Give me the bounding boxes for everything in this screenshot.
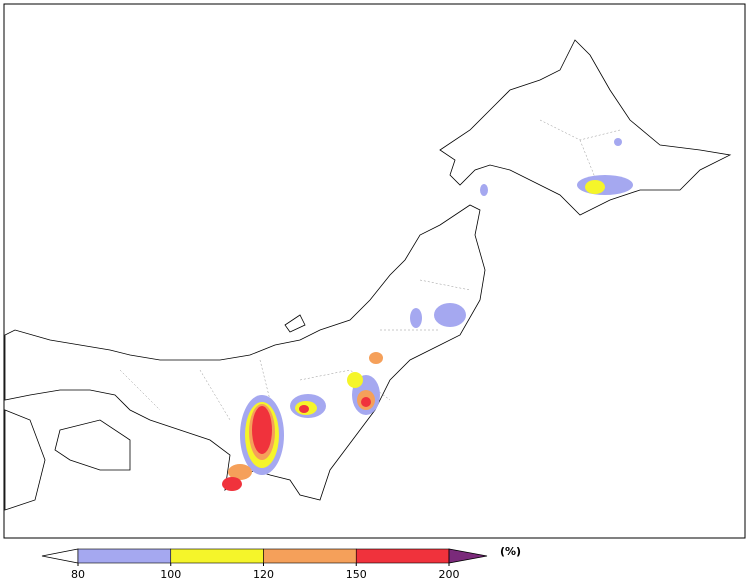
colorbar-tick-label: 100 [160,568,181,581]
colorbar-segment [77,548,172,564]
colorbar-tick-label: 80 [71,568,85,581]
rainfall-shading [222,138,633,491]
colorbar-segment [263,548,357,564]
colorbar-over [448,548,488,564]
colorbar-tick-label: 200 [439,568,460,581]
colorbar-under [41,548,79,564]
colorbar-segment [355,548,450,564]
colorbar-tick-label: 120 [253,568,274,581]
colorbar-unit: (%) [500,545,521,558]
colorbar-segment [170,548,264,564]
colorbar-tick-label: 150 [346,568,367,581]
colorbar: (%) 80 100 120 150 200 [41,545,521,581]
